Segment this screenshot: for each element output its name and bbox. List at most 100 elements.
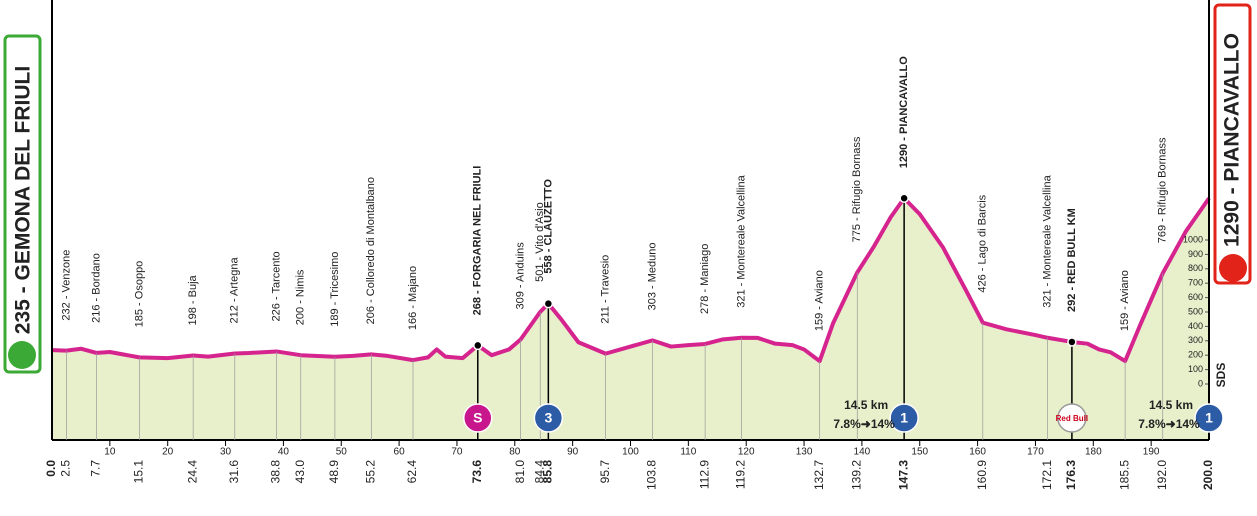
x-tick-label: 50 xyxy=(336,447,348,458)
waypoint-label: 198 - Buja xyxy=(187,274,199,325)
badge-label: S xyxy=(473,410,482,426)
waypoint-label: 321 - Montereale Valcellina xyxy=(1042,174,1054,307)
waypoint-km: 95.7 xyxy=(598,460,612,484)
waypoint-km: 112.9 xyxy=(697,460,711,489)
start-box xyxy=(3,34,42,374)
x-tick-label: 20 xyxy=(162,447,174,458)
finish-icon xyxy=(1219,254,1247,282)
waypoint-label: 268 - FORGARIA NEL FRIULI xyxy=(472,166,484,316)
badge xyxy=(1057,403,1087,433)
waypoint-km: 24.4 xyxy=(185,460,199,484)
waypoint-label: 775 - Rifugio Bornass xyxy=(851,136,863,242)
waypoint-km: 84.4 xyxy=(532,460,546,484)
waypoint-km: 15.1 xyxy=(132,460,146,484)
x-tick-label: 130 xyxy=(796,447,813,458)
start-icon xyxy=(8,341,36,369)
y-tick-label: 600 xyxy=(1188,292,1203,302)
y-tick-label: 300 xyxy=(1188,335,1203,345)
waypoint-label: 278 - Maniago xyxy=(699,244,711,314)
waypoint-label: 226 - Tarcento xyxy=(270,251,282,321)
waypoint-label: 211 - Travesio xyxy=(600,255,612,324)
waypoint-label: 159 - Aviano xyxy=(814,270,826,331)
x-tick-label: 100 xyxy=(622,447,639,458)
x-tick-label: 10 xyxy=(104,447,116,458)
waypoint-label: 200 - Nimis xyxy=(295,269,307,325)
waypoint-label: 159 - Aviano xyxy=(1119,270,1131,331)
waypoint-label: 232 - Venzone xyxy=(60,250,72,321)
climb-info: 7.8%➜14% xyxy=(1138,417,1200,431)
waypoint-km: 62.4 xyxy=(405,460,419,484)
waypoint-km: 185.5 xyxy=(1117,460,1131,490)
waypoint-km: 2.5 xyxy=(59,460,73,477)
badge xyxy=(533,403,564,433)
profile-area xyxy=(52,198,1209,440)
waypoint-km: 192.0 xyxy=(1155,460,1169,490)
waypoint-km: 55.2 xyxy=(364,460,378,484)
waypoint-label: 166 - Majano xyxy=(407,266,419,330)
waypoint-label: 303 - Meduno xyxy=(646,242,658,310)
waypoint-label: 309 - Anduins xyxy=(514,242,526,310)
x-tick-label: 150 xyxy=(911,447,928,458)
waypoint-km: 31.6 xyxy=(227,460,241,484)
waypoint-label: 558 - CLAUZETTO xyxy=(542,179,554,274)
profile-line xyxy=(51,196,1211,364)
waypoint-km: 103.8 xyxy=(645,460,659,490)
x-tick-label: 140 xyxy=(854,447,871,458)
x-tick-label: 80 xyxy=(509,447,521,458)
waypoint-km: 73.6 xyxy=(470,460,484,484)
badge xyxy=(463,403,493,433)
waypoint-km: 48.9 xyxy=(327,460,341,484)
badge-label: Red Bull xyxy=(1056,414,1088,423)
waypoint-dot xyxy=(473,340,483,351)
waypoint-label: 206 - Colloredo di Montalbano xyxy=(365,177,377,324)
x-tick-label: 190 xyxy=(1143,447,1160,458)
x-tick-label: 70 xyxy=(451,447,463,458)
x-tick-label: 30 xyxy=(220,447,232,458)
waypoint-km: 43.0 xyxy=(293,460,307,484)
waypoint-dot xyxy=(899,193,909,204)
finish-label: 1290 - PIANCAVALLO xyxy=(1221,33,1244,247)
y-tick-label: 500 xyxy=(1188,306,1203,316)
start-label: 235 - GEMONA DEL FRIULI xyxy=(12,66,35,334)
y-tick-label: 1000 xyxy=(1183,234,1203,244)
waypoint-label: 185 - Osoppo xyxy=(133,261,145,328)
waypoint-km: 139.2 xyxy=(849,460,863,490)
badge xyxy=(889,403,919,433)
waypoint-label: 321 - Montereale Valcellina xyxy=(735,174,747,307)
x-tick-label: 40 xyxy=(278,447,290,458)
x-tick-label: 90 xyxy=(567,447,579,458)
waypoint-label: 501 - Vito d'Asio xyxy=(534,202,546,282)
waypoint-km: 160.9 xyxy=(975,460,989,490)
waypoint-label: 189 - Tricesimo xyxy=(329,252,341,327)
waypoint-km: 176.3 xyxy=(1064,460,1078,490)
waypoint-dot xyxy=(543,298,554,309)
y-tick-label: 100 xyxy=(1188,364,1203,374)
waypoint-km: 200.0 xyxy=(1201,460,1215,490)
badge-label: 1 xyxy=(1205,410,1213,426)
badge-label: 3 xyxy=(544,410,552,426)
waypoint-label: 426 - Lago di Barcis xyxy=(977,194,989,292)
x-tick-label: 60 xyxy=(394,447,406,458)
sds-note: SDS xyxy=(1214,363,1228,388)
badge-label: 1 xyxy=(900,410,908,426)
waypoint-label: 292 - RED BULL KM xyxy=(1066,208,1078,312)
waypoint-dot xyxy=(1067,337,1077,347)
waypoint-label: 1290 - PIANCAVALLO xyxy=(898,56,910,169)
waypoint-label: 769 - Rifugio Bornass xyxy=(1157,137,1169,243)
waypoint-km: 147.3 xyxy=(896,460,910,490)
climb-info: 14.5 km xyxy=(844,398,888,412)
y-tick-label: 700 xyxy=(1188,278,1203,288)
x-tick-label: 170 xyxy=(1027,447,1044,458)
waypoint-km: 119.2 xyxy=(734,460,748,489)
waypoint-km: 38.8 xyxy=(269,460,283,484)
waypoint-km: 132.7 xyxy=(812,460,826,490)
waypoint-km: 7.7 xyxy=(89,460,103,477)
waypoint-km: 85.8 xyxy=(541,460,555,484)
y-tick-label: 900 xyxy=(1188,249,1203,259)
climb-info: 14.5 km xyxy=(1149,398,1193,412)
x-tick-label: 160 xyxy=(969,447,986,458)
waypoint-km: 0.0 xyxy=(44,460,58,477)
finish-box xyxy=(1213,3,1252,285)
x-tick-label: 110 xyxy=(680,447,696,458)
